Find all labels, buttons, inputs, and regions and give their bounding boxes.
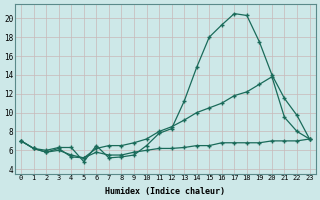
X-axis label: Humidex (Indice chaleur): Humidex (Indice chaleur) [105,187,225,196]
